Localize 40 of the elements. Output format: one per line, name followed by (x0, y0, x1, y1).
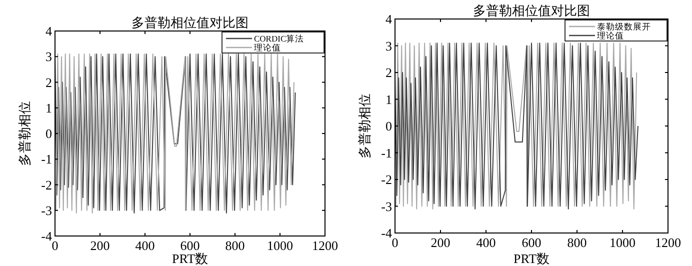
y-tick-label: -3 (41, 202, 52, 218)
x-tick-label: 200 (430, 235, 450, 250)
y-tick-label: 3 (386, 38, 392, 54)
y-tick-label: -1 (41, 152, 52, 167)
y-axis-title: 多普勒相位 (17, 101, 32, 166)
y-tick-label: -1 (381, 145, 392, 160)
y-tick-label: 0 (46, 126, 52, 141)
y-tick-label: -3 (381, 198, 392, 214)
y-tick-label: 2 (386, 65, 392, 80)
x-tick-label: 800 (567, 235, 587, 250)
y-tick-label: 0 (386, 118, 392, 134)
legend-label: CORDIC算法 (254, 34, 304, 44)
x-tick-label: 400 (135, 238, 155, 253)
x-tick-label: 1000 (267, 238, 293, 253)
y-tick-label: 4 (46, 24, 52, 38)
x-tick-label: 200 (90, 238, 110, 253)
x-tick-label: 1200 (312, 238, 338, 253)
y-tick-label: 1 (386, 92, 392, 107)
x-axis-title: PRT数 (172, 251, 208, 266)
x-tick-label: 1200 (655, 235, 681, 250)
y-tick-label: 1 (46, 100, 52, 116)
legend-label: 泰勒级数展开 (597, 22, 651, 32)
chart-title: 多普勒相位值对比图 (473, 3, 590, 18)
x-tick-label: 400 (476, 235, 496, 250)
x-tick-label: 800 (225, 238, 245, 253)
y-tick-label: -4 (41, 228, 52, 244)
x-tick-label: 600 (522, 235, 542, 250)
x-tick-label: 1000 (610, 235, 636, 250)
y-axis-title: 多普勒相位 (357, 94, 372, 158)
y-tick-label: 2 (46, 74, 52, 90)
y-tick-label: 3 (46, 49, 52, 64)
chart-title: 多普勒相位值对比图 (132, 15, 248, 30)
legend-label: 理论值 (254, 42, 281, 52)
y-tick-label: -2 (381, 172, 392, 187)
y-tick-label: -4 (381, 226, 392, 240)
y-tick-label: 4 (386, 12, 392, 26)
x-tick-label: 600 (180, 238, 200, 253)
legend-label: 理论值 (597, 30, 624, 40)
y-tick-label: -2 (41, 177, 52, 192)
x-axis-title: PRT数 (513, 251, 550, 266)
